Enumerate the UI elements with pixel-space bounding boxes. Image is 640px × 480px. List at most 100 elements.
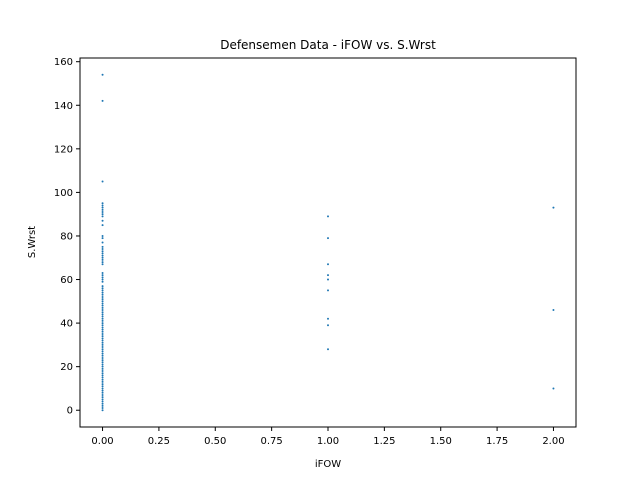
data-point [101, 330, 104, 333]
x-tick-label: 1.50 [430, 436, 452, 447]
data-point [101, 398, 104, 401]
data-point [101, 248, 104, 251]
data-point [101, 328, 104, 331]
data-point [101, 385, 104, 388]
data-point [101, 370, 104, 373]
data-point [101, 302, 104, 305]
data-point [101, 389, 104, 392]
data-point [101, 254, 104, 257]
data-point [101, 380, 104, 383]
data-point [101, 352, 104, 355]
y-tick-label: 80 [60, 231, 73, 242]
data-point [101, 315, 104, 318]
data-point [101, 376, 104, 379]
data-point [101, 404, 104, 407]
data-point [327, 237, 329, 240]
data-point [101, 211, 104, 213]
data-point [101, 335, 104, 338]
data-point [101, 372, 104, 375]
data-point [101, 339, 104, 342]
data-point [101, 241, 104, 244]
y-tick-label: 140 [54, 101, 73, 112]
data-point [101, 407, 104, 410]
y-tick-label: 20 [60, 362, 73, 373]
data-point [101, 341, 104, 344]
data-point [552, 309, 555, 312]
data-point [101, 202, 104, 205]
y-tick-label: 160 [54, 57, 73, 68]
y-tick-label: 100 [54, 188, 73, 199]
data-point [101, 300, 104, 303]
data-point [101, 346, 104, 349]
data-point [101, 365, 104, 368]
y-tick-label: 40 [60, 319, 73, 330]
data-point [101, 285, 104, 288]
y-tick-label: 60 [60, 275, 73, 286]
data-point [101, 289, 104, 292]
data-point [101, 272, 104, 274]
data-point [101, 180, 104, 183]
y-tick-label: 120 [54, 144, 73, 155]
data-point [101, 322, 104, 325]
data-point [101, 378, 104, 381]
data-point [101, 306, 104, 309]
y-axis-label: S.Wrst [27, 226, 38, 258]
data-point [101, 374, 104, 377]
y-axis-ticks: 0 20 40 60 80 100 120 140 160 [54, 57, 80, 417]
data-point [327, 324, 329, 327]
data-point [101, 276, 104, 279]
data-point [101, 263, 104, 266]
data-point [327, 278, 329, 281]
data-point [101, 250, 104, 253]
data-point [101, 350, 104, 353]
x-tick-label: 0.00 [91, 436, 113, 447]
data-point [101, 206, 104, 209]
data-point [101, 224, 104, 227]
data-point [101, 313, 104, 316]
data-point [101, 343, 104, 346]
x-tick-label: 0.75 [261, 436, 283, 447]
data-point [101, 258, 104, 261]
data-point [101, 332, 104, 335]
data-point [101, 204, 104, 207]
data-point [101, 215, 104, 218]
data-point [327, 317, 329, 320]
data-point [327, 274, 329, 277]
data-point [101, 326, 104, 329]
data-point [101, 234, 104, 237]
data-point [101, 237, 104, 240]
data-point [101, 354, 104, 357]
x-tick-label: 0.25 [148, 436, 170, 447]
y-tick-label: 0 [67, 406, 73, 417]
data-point [101, 256, 104, 259]
data-point [101, 73, 104, 76]
data-point [101, 293, 104, 296]
data-point [101, 304, 104, 307]
data-point [101, 291, 104, 294]
data-point [101, 393, 104, 396]
data-point [101, 348, 104, 351]
data-point [101, 298, 104, 301]
data-point [101, 387, 104, 390]
data-point [101, 278, 104, 281]
data-point [327, 215, 329, 218]
x-axis-ticks: 0.00 0.25 0.50 0.75 1.00 1.25 1.50 1.75 2.00 [91, 427, 565, 447]
data-point [101, 311, 104, 314]
data-point [101, 99, 104, 102]
data-point [101, 295, 104, 298]
data-point [101, 261, 104, 264]
x-tick-label: 1.00 [317, 436, 339, 447]
data-point [101, 396, 104, 399]
data-point [101, 280, 104, 283]
x-axis-label: iFOW [315, 459, 341, 470]
data-point [101, 361, 104, 364]
plot-frame [79, 57, 577, 428]
data-points [101, 73, 555, 412]
x-tick-label: 2.00 [542, 436, 564, 447]
data-point [101, 208, 104, 211]
data-point [101, 287, 104, 290]
x-tick-label: 1.25 [373, 436, 395, 447]
data-point [101, 363, 104, 366]
data-point [101, 402, 104, 405]
